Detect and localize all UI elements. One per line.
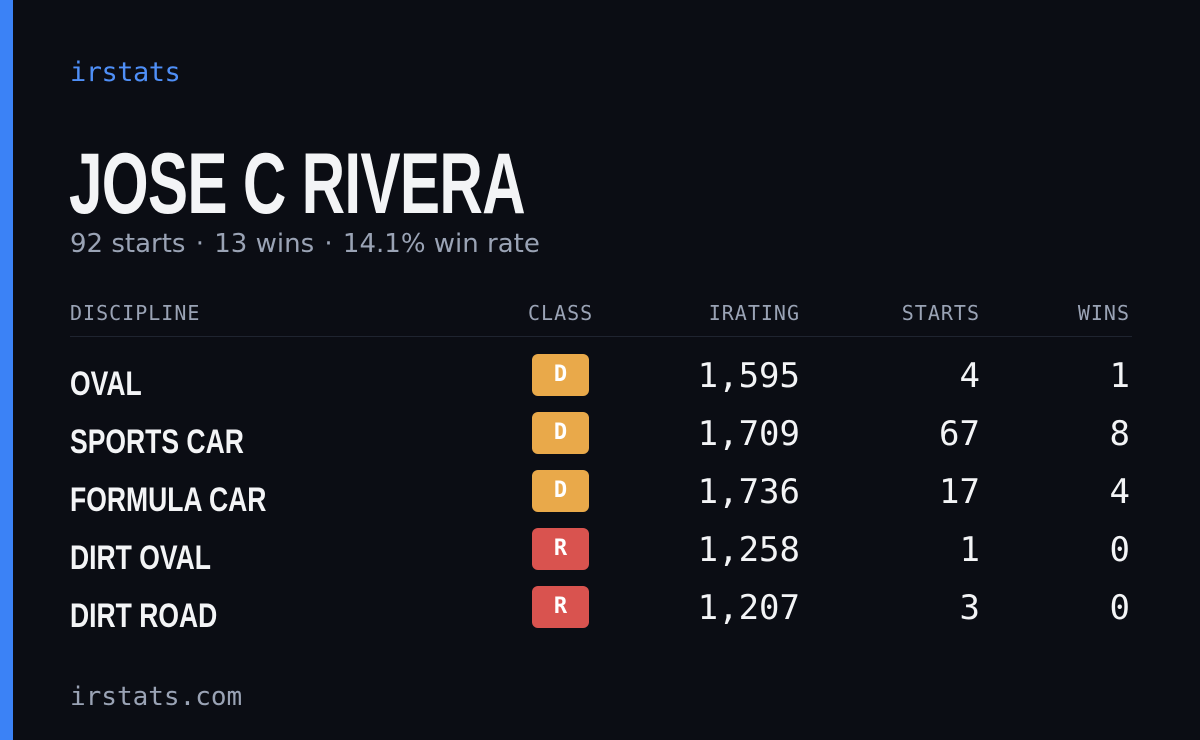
irating-value: 1,258 xyxy=(697,530,800,570)
table-row: SPORTS CAR D 1,709 67 8 xyxy=(70,408,1132,466)
driver-summary: 92 starts · 13 wins · 14.1% win rate xyxy=(70,226,540,262)
starts-summary: 92 starts xyxy=(70,229,186,259)
wins-value: 1 xyxy=(1109,356,1130,396)
license-class-badge: D xyxy=(532,412,589,454)
header-starts: STARTS xyxy=(901,301,980,325)
summary-separator: · xyxy=(324,229,333,259)
header-class: CLASS xyxy=(528,301,594,325)
driver-name: JOSE C RIVERA xyxy=(69,136,526,232)
starts-value: 4 xyxy=(959,356,980,396)
starts-value: 1 xyxy=(959,530,980,570)
header-irating: IRATING xyxy=(708,301,800,325)
irating-value: 1,736 xyxy=(697,472,800,512)
license-class-badge: D xyxy=(532,470,589,512)
summary-separator: · xyxy=(195,229,204,259)
wins-value: 4 xyxy=(1109,472,1130,512)
irating-value: 1,595 xyxy=(697,356,800,396)
table-row: FORMULA CAR D 1,736 17 4 xyxy=(70,466,1132,524)
table-row: OVAL D 1,595 4 1 xyxy=(70,350,1132,408)
discipline-name: FORMULA CAR xyxy=(70,481,267,519)
accent-bar xyxy=(0,0,13,740)
discipline-name: DIRT OVAL xyxy=(70,539,211,577)
discipline-name: DIRT ROAD xyxy=(70,597,218,635)
license-class-badge: R xyxy=(532,586,589,628)
irating-value: 1,709 xyxy=(697,414,800,454)
starts-value: 3 xyxy=(959,588,980,628)
header-wins: WINS xyxy=(1077,301,1130,325)
discipline-table: OVAL D 1,595 4 1 SPORTS CAR D 1,709 67 8… xyxy=(70,350,1132,640)
wins-value: 0 xyxy=(1109,588,1130,628)
discipline-name: OVAL xyxy=(70,365,142,403)
irating-value: 1,207 xyxy=(697,588,800,628)
starts-value: 17 xyxy=(939,472,980,512)
brand-logo-text[interactable]: irstats xyxy=(70,57,181,88)
wins-value: 0 xyxy=(1109,530,1130,570)
wins-value: 8 xyxy=(1109,414,1130,454)
table-row: DIRT ROAD R 1,207 3 0 xyxy=(70,582,1132,640)
discipline-name: SPORTS CAR xyxy=(70,423,244,461)
starts-value: 67 xyxy=(939,414,980,454)
header-discipline: DISCIPLINE xyxy=(70,301,201,325)
wins-summary: 13 wins xyxy=(214,229,315,259)
win-rate-summary: 14.1% win rate xyxy=(342,229,540,259)
table-row: DIRT OVAL R 1,258 1 0 xyxy=(70,524,1132,582)
license-class-badge: D xyxy=(532,354,589,396)
license-class-badge: R xyxy=(532,528,589,570)
footer-url[interactable]: irstats.com xyxy=(70,682,243,712)
table-header: DISCIPLINE CLASS IRATING STARTS WINS xyxy=(70,298,1132,337)
